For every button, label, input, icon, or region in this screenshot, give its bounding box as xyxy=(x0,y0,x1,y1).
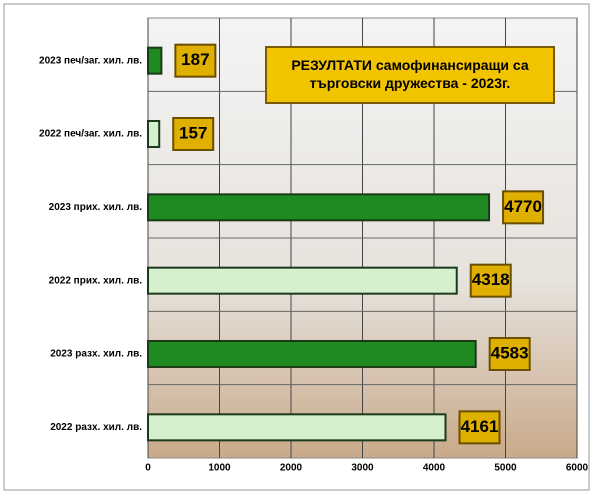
value-label-box xyxy=(469,263,512,298)
x-tick-label: 3000 xyxy=(351,463,374,474)
y-tick-label: 2023 печ/заг. хил. лв. xyxy=(39,55,142,66)
y-tick-label: 2023 разх. хил. лв. xyxy=(50,349,142,360)
value-label-box xyxy=(502,190,545,225)
chart-title: РЕЗУЛТАТИ самофинансиращи са търговски др… xyxy=(291,57,529,91)
value-label-box xyxy=(488,337,531,371)
value-label-box xyxy=(458,410,501,445)
y-tick-label: 2022 разх. хил. лв. xyxy=(50,422,142,433)
value-label: 187 xyxy=(181,50,209,69)
bar xyxy=(147,413,447,442)
bar xyxy=(147,120,161,148)
value-label: 4318 xyxy=(472,270,510,289)
value-label-box xyxy=(174,43,217,78)
y-tick-label: 2023 прих. хил. лв. xyxy=(49,202,143,213)
x-tick-label: 0 xyxy=(145,463,151,474)
value-label: 4583 xyxy=(491,343,529,362)
bar xyxy=(147,340,477,368)
x-tick-label: 1000 xyxy=(208,463,231,474)
bar xyxy=(147,266,458,295)
x-tick-label: 5000 xyxy=(494,463,517,474)
y-tick-label: 2022 прих. хил. лв. xyxy=(49,275,143,286)
title-box xyxy=(265,46,555,104)
bar xyxy=(147,46,163,75)
x-tick-label: 4000 xyxy=(423,463,446,474)
x-tick-label: 2000 xyxy=(280,463,303,474)
value-label: 4161 xyxy=(461,417,499,436)
y-tick-label: 2022 печ/заг. хил. лв. xyxy=(39,129,142,140)
x-tick-label: 6000 xyxy=(566,463,589,474)
value-label: 157 xyxy=(179,123,207,142)
value-label: 4770 xyxy=(504,197,542,216)
bar xyxy=(147,193,491,222)
value-label-box xyxy=(172,117,215,151)
